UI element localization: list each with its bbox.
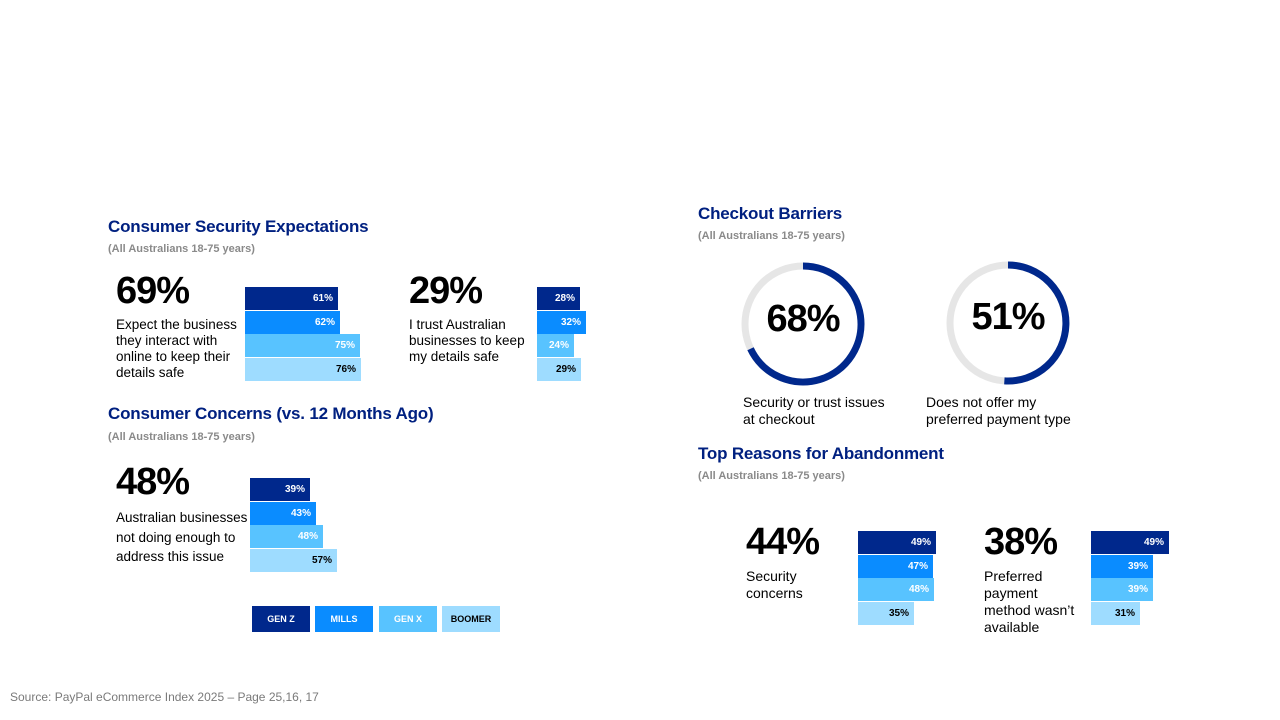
bar-mills: 43% bbox=[250, 501, 316, 525]
checkout-barriers-subtitle: (All Australians 18-75 years) bbox=[698, 230, 845, 242]
consumer-concerns-title: Consumer Concerns (vs. 12 Months Ago) bbox=[108, 404, 434, 423]
checkout-barriers-title: Checkout Barriers bbox=[698, 204, 842, 223]
legend-mills: MILLS bbox=[315, 606, 373, 632]
bar-boomer: 76% bbox=[245, 357, 361, 381]
bar-boomer: 31% bbox=[1091, 601, 1140, 625]
donut-percent-label: 51% bbox=[971, 296, 1045, 338]
abandonment-subtitle: (All Australians 18-75 years) bbox=[698, 470, 845, 482]
bar-gen-z: 61% bbox=[245, 287, 338, 310]
headline-stat: 29% bbox=[409, 270, 483, 312]
stat-description: Australian businesses not doing enough t… bbox=[116, 510, 248, 564]
security-expectations-title: Consumer Security Expectations bbox=[108, 217, 369, 236]
stat-description: Preferred payment method wasn’t availabl… bbox=[984, 568, 1075, 635]
headline-stat: 44% bbox=[746, 521, 820, 563]
bar-gen-z: 28% bbox=[537, 287, 580, 310]
source-note: Source: PayPal eCommerce Index 2025 – Pa… bbox=[10, 690, 319, 704]
bar-gen-x: 75% bbox=[245, 334, 360, 357]
legend-boomer: BOOMER bbox=[442, 606, 500, 632]
abandonment-title: Top Reasons for Abandonment bbox=[698, 444, 944, 463]
consumer-concerns-subtitle: (All Australians 18-75 years) bbox=[108, 431, 255, 443]
bar-mills: 39% bbox=[1091, 554, 1153, 578]
bar-mills: 47% bbox=[858, 554, 933, 578]
bar-gen-x: 24% bbox=[537, 334, 574, 357]
bar-boomer: 29% bbox=[537, 357, 581, 381]
stat-description: Security concerns bbox=[746, 568, 803, 601]
bar-mills: 32% bbox=[537, 310, 586, 334]
stat-description: Expect the business they interact with o… bbox=[116, 317, 237, 380]
donut-percent-label: 68% bbox=[766, 298, 840, 340]
headline-stat: 48% bbox=[116, 461, 190, 503]
headline-stat: 38% bbox=[984, 521, 1058, 563]
stat-description: I trust Australian businesses to keep my… bbox=[409, 317, 525, 364]
bar-gen-x: 48% bbox=[858, 578, 934, 601]
donut-description: Security or trust issues at checkout bbox=[743, 394, 885, 427]
headline-stat: 69% bbox=[116, 270, 190, 312]
bar-gen-z: 49% bbox=[858, 531, 936, 554]
security-expectations-subtitle: (All Australians 18-75 years) bbox=[108, 243, 255, 255]
bar-gen-x: 39% bbox=[1091, 578, 1153, 601]
legend-gen-z: GEN Z bbox=[252, 606, 310, 632]
bar-gen-z: 49% bbox=[1091, 531, 1169, 554]
bar-boomer: 57% bbox=[250, 548, 337, 572]
legend-gen-x: GEN X bbox=[379, 606, 437, 632]
donut-description: Does not offer my preferred payment type bbox=[926, 394, 1071, 427]
bar-mills: 62% bbox=[245, 310, 340, 334]
bar-gen-z: 39% bbox=[250, 478, 310, 501]
bar-gen-x: 48% bbox=[250, 525, 323, 548]
bar-boomer: 35% bbox=[858, 601, 914, 625]
